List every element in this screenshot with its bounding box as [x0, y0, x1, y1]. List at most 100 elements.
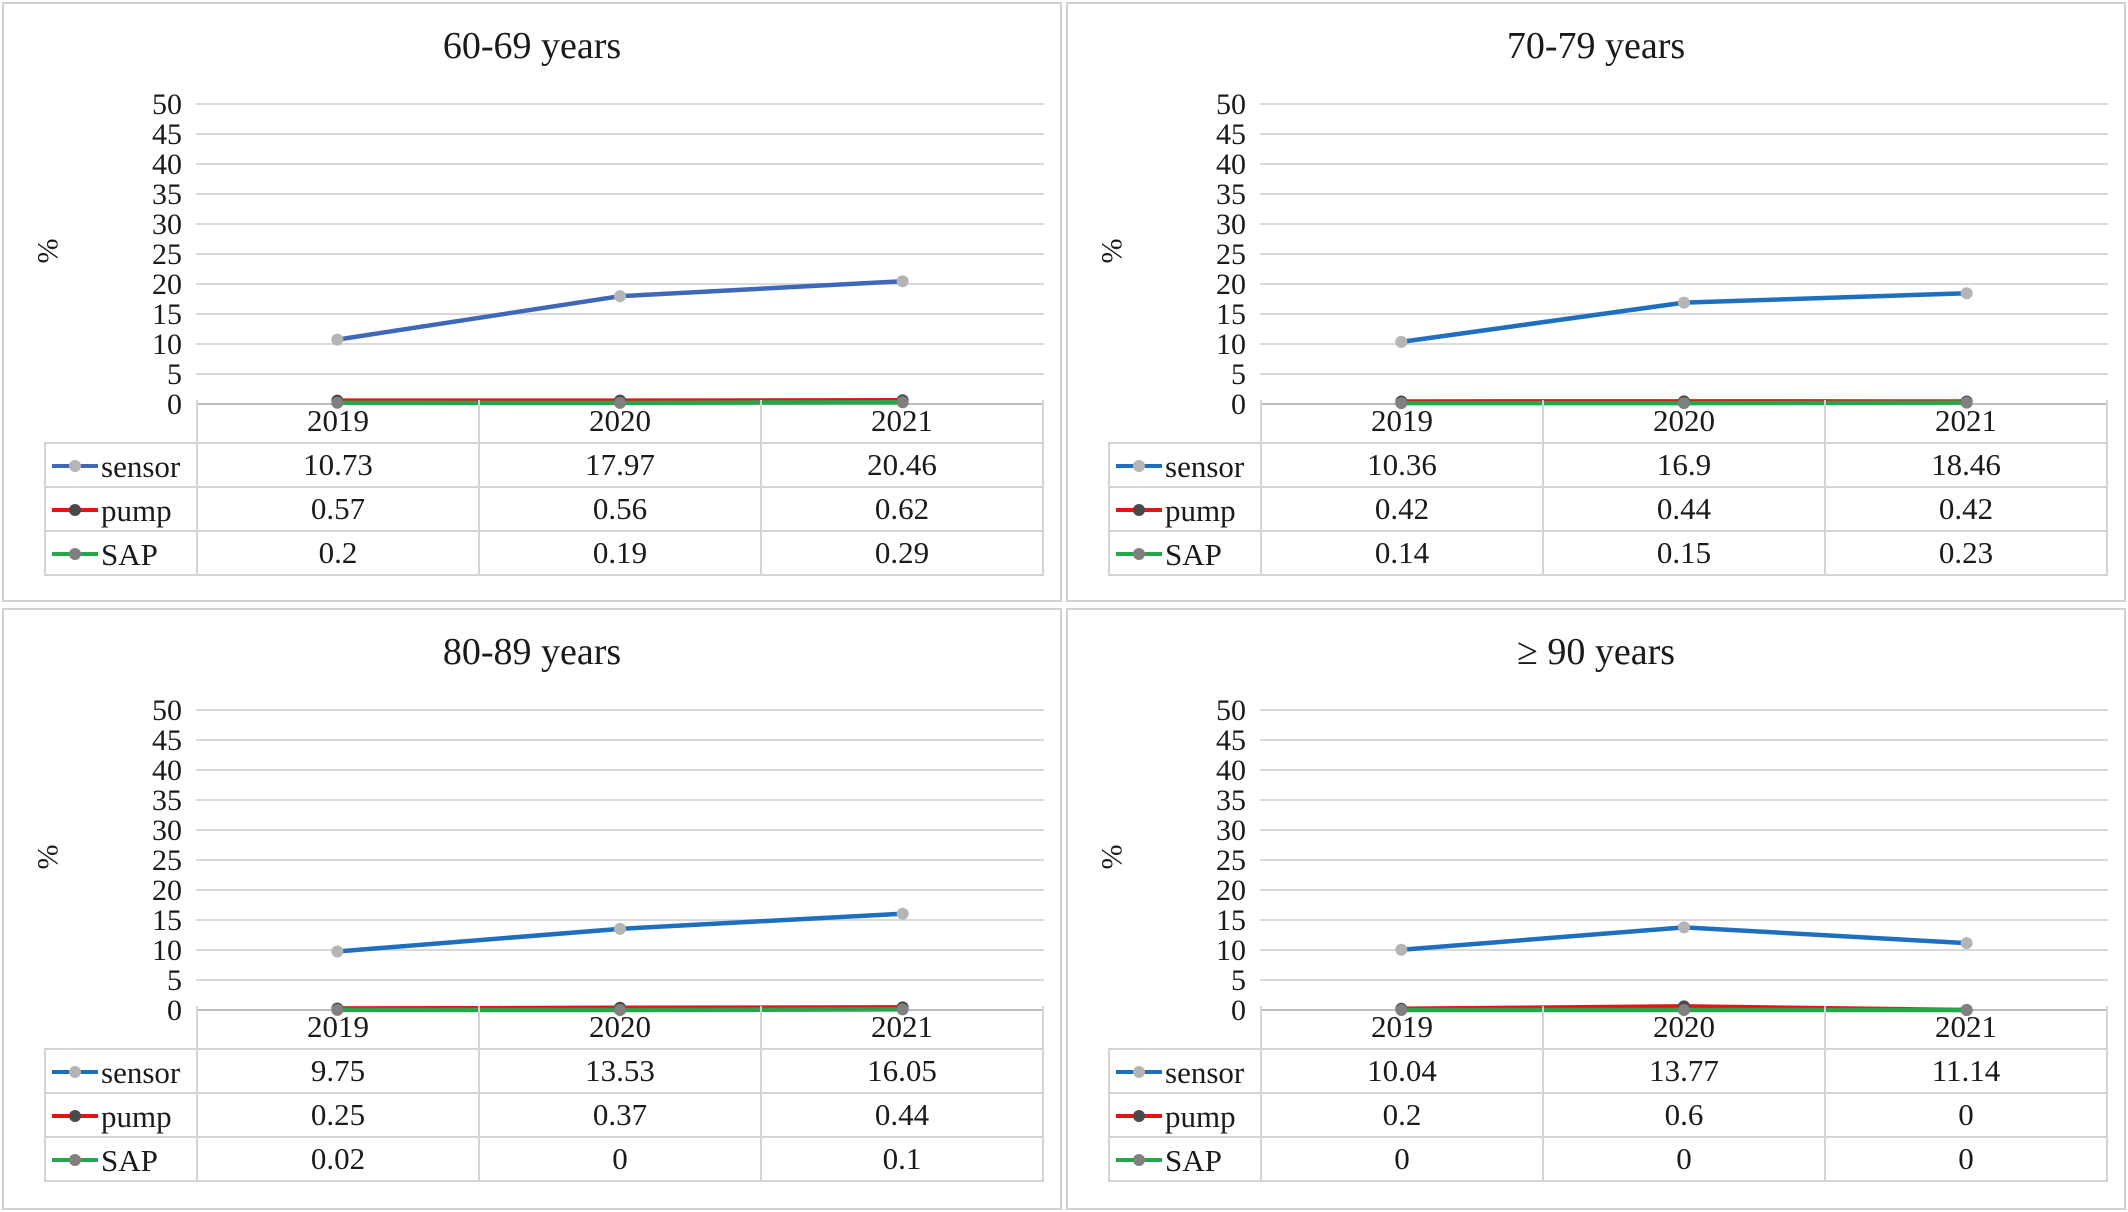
y-tick-label: 20	[152, 268, 182, 301]
data-point-sensor	[1395, 335, 1408, 348]
y-tick-label: 30	[152, 208, 182, 241]
series-legend-cell: SAP	[1108, 1136, 1262, 1182]
data-value-cell: 0.6	[1542, 1092, 1826, 1138]
y-tick-label: 30	[152, 814, 182, 847]
y-tick-label: 25	[1216, 844, 1246, 877]
data-value-cell: 0.23	[1824, 530, 2108, 576]
data-value-cell: 17.97	[478, 442, 762, 488]
y-tick-label: 5	[167, 358, 182, 391]
y-tick-label: 15	[152, 298, 182, 331]
series-legend-cell: pump	[1108, 1092, 1262, 1138]
data-table: 2019 2020 2021 sensor 9.75 13.53 16.05 pump 0.25…	[44, 1006, 1044, 1182]
data-value-cell: 13.77	[1542, 1048, 1826, 1094]
y-tick-label: 15	[1216, 298, 1246, 331]
x-tick-label: 2019	[1260, 1006, 1544, 1050]
x-tick-label: 2019	[196, 400, 480, 444]
x-tick-label: 2020	[1542, 1006, 1826, 1050]
data-value-cell: 10.04	[1260, 1048, 1544, 1094]
data-value-cell: 10.73	[196, 442, 480, 488]
data-value-cell: 0	[1260, 1136, 1544, 1182]
series-legend-cell: pump	[44, 486, 198, 532]
x-tick-label: 2021	[760, 400, 1044, 444]
data-point-sensor	[1960, 287, 1973, 300]
y-tick-label: 40	[1216, 148, 1246, 181]
y-tick-label: 45	[1216, 118, 1246, 151]
series-legend-cell: sensor	[44, 1048, 198, 1094]
data-value-cell: 0.1	[760, 1136, 1044, 1182]
x-tick-label: 2020	[478, 400, 762, 444]
series-legend-cell: SAP	[44, 530, 198, 576]
y-tick-label: 10	[1216, 328, 1246, 361]
data-value-cell: 0.29	[760, 530, 1044, 576]
series-name: sensor	[1165, 448, 1245, 484]
series-name: sensor	[101, 448, 181, 484]
x-tick-label: 2020	[478, 1006, 762, 1050]
y-tick-label: 50	[1216, 88, 1246, 121]
table-corner	[45, 1006, 198, 1049]
legend-key	[1116, 1066, 1162, 1079]
y-tick-label: 25	[152, 238, 182, 271]
table-row: sensor 10.36 16.9 18.46	[1108, 442, 2108, 488]
data-point-sensor	[331, 333, 344, 346]
legend-key	[52, 1066, 98, 1079]
table-corner	[1109, 1006, 1262, 1049]
y-tick-label: 15	[1216, 904, 1246, 937]
y-tick-label: 35	[152, 178, 182, 211]
chart-title: ≥ 90 years	[1516, 631, 1676, 673]
table-row: SAP 0 0 0	[1108, 1136, 2108, 1182]
y-tick-label: 40	[152, 754, 182, 787]
data-value-cell: 10.36	[1260, 442, 1544, 488]
data-value-cell: 16.9	[1542, 442, 1826, 488]
y-tick-label: 5	[167, 964, 182, 997]
table-row: sensor 10.04 13.77 11.14	[1108, 1048, 2108, 1094]
table-header-row: 2019 2020 2021	[45, 400, 1044, 444]
chart-panel-90-plus: ≥ 90 years % 0 5 10 15 20 25 30 35 40 45 50 2019 20…	[1066, 608, 2126, 1210]
legend-key	[52, 1110, 98, 1123]
series-name: SAP	[1165, 1142, 1222, 1178]
data-value-cell: 0	[478, 1136, 762, 1182]
table-corner	[45, 400, 198, 443]
x-tick-label: 2021	[1824, 1006, 2108, 1050]
data-value-cell: 0.57	[196, 486, 480, 532]
chart-title: 60-69 years	[442, 25, 622, 67]
series-name: SAP	[101, 1142, 158, 1178]
data-value-cell: 0.15	[1542, 530, 1826, 576]
x-tick-label: 2019	[1260, 400, 1544, 444]
data-point-sensor	[614, 290, 626, 303]
data-value-cell: 11.14	[1824, 1048, 2108, 1094]
y-tick-label: 35	[152, 784, 182, 817]
x-tick-label: 2021	[760, 1006, 1044, 1050]
series-legend-cell: pump	[1108, 486, 1262, 532]
data-value-cell: 16.05	[760, 1048, 1044, 1094]
chart-title: 80-89 years	[442, 631, 622, 673]
x-tick-label: 2020	[1542, 400, 1826, 444]
data-value-cell: 0.2	[196, 530, 480, 576]
table-corner	[1109, 400, 1262, 443]
data-value-cell: 0	[1542, 1136, 1826, 1182]
data-value-cell: 0.14	[1260, 530, 1544, 576]
chart-panel-80-89: 80-89 years % 0 5 10 15 20 25 30 35 40 45 50 2019 2…	[2, 608, 1062, 1210]
data-value-cell: 0.25	[196, 1092, 480, 1138]
y-tick-label: 50	[152, 694, 182, 727]
data-value-cell: 18.46	[1824, 442, 2108, 488]
series-name: pump	[101, 492, 172, 528]
data-point-sensor	[614, 922, 626, 935]
chart-panel-60-69: 60-69 years % 0 5 10 15 20 25 30 35 40 45 50 2019 2…	[2, 2, 1062, 602]
series-legend-cell: sensor	[1108, 442, 1262, 488]
data-point-sensor	[896, 275, 909, 288]
data-value-cell: 0.19	[478, 530, 762, 576]
series-name: sensor	[101, 1054, 181, 1090]
y-tick-label: 25	[152, 844, 182, 877]
y-tick-label: 45	[1216, 724, 1246, 757]
series-legend-cell: SAP	[1108, 530, 1262, 576]
table-row: SAP 0.2 0.19 0.29	[44, 530, 1044, 576]
data-point-sensor	[1960, 937, 1973, 950]
series-legend-cell: sensor	[44, 442, 198, 488]
series-name: pump	[1165, 1098, 1236, 1134]
table-row: pump 0.25 0.37 0.44	[44, 1092, 1044, 1138]
x-tick-label: 2019	[196, 1006, 480, 1050]
legend-key	[52, 504, 98, 517]
series-legend-cell: sensor	[1108, 1048, 1262, 1094]
table-row: pump 0.2 0.6 0	[1108, 1092, 2108, 1138]
chart-panel-70-79: 70-79 years % 0 5 10 15 20 25 30 35 40 45 50 2019 2…	[1066, 2, 2126, 602]
